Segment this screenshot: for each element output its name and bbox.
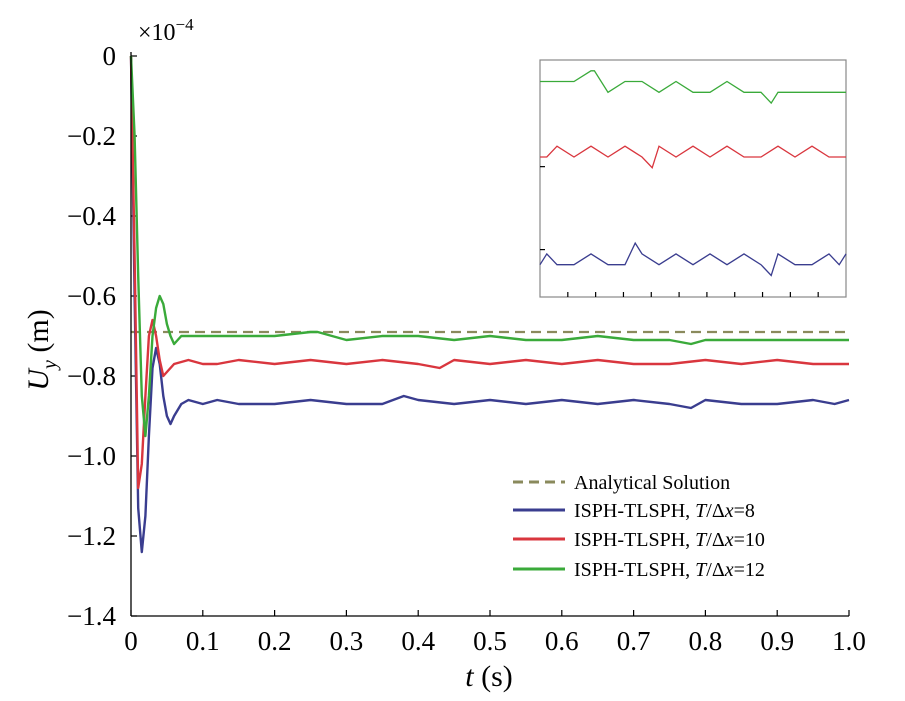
legend-label-2: ISPH-TLSPH, T/Δx=10 (574, 529, 765, 551)
y-tick-label: −0.4 (67, 201, 116, 231)
y-multiplier-label: ×10−4 (138, 15, 194, 46)
inset-series-line-2 (540, 145, 846, 169)
x-tick-label: 1.0 (832, 626, 866, 656)
x-tick-label: 0.7 (617, 626, 651, 656)
legend-label-1: ISPH-TLSPH, T/Δx=8 (574, 500, 755, 522)
inset-series-line-3 (540, 70, 846, 105)
x-tick-label: 0.8 (689, 626, 723, 656)
y-tick-label: 0 (103, 41, 117, 71)
data-series (129, 55, 850, 554)
inset-zoom-panel (539, 59, 847, 298)
inset-series-line-1 (539, 241, 847, 277)
series-line-2 (129, 55, 849, 490)
y-tick-label: −0.6 (67, 281, 116, 311)
x-tick-label: 0.5 (473, 626, 507, 656)
x-tick-label: 0.9 (760, 626, 794, 656)
y-tick-label: −0.8 (67, 361, 116, 391)
x-tick-label: 0.2 (258, 626, 292, 656)
x-tick-label: 0.1 (186, 626, 220, 656)
series-line-3 (129, 55, 849, 438)
x-tick-label: 0 (124, 626, 138, 656)
x-tick-label: 0.3 (330, 626, 364, 656)
y-tick-label: −1.0 (67, 441, 116, 471)
inset-series (539, 70, 847, 277)
y-tick-label: −1.2 (67, 521, 116, 551)
legend: Analytical Solution ISPH-TLSPH, T/Δx=8 ISP… (513, 472, 765, 581)
inset-frame (539, 59, 847, 298)
y-tick-label: −1.4 (67, 601, 116, 631)
y-axis-title: Uy (m) (22, 309, 61, 390)
x-tick-label: 0.4 (401, 626, 435, 656)
y-tick-label: −0.2 (67, 121, 116, 151)
inset-ticks (540, 166, 819, 297)
axis-ticks: 0 0.1 0.2 0.3 0.4 0.5 0.6 0.7 0.8 0.9 1.0 0 −0.2 −0.4… (67, 41, 866, 656)
legend-label-3: ISPH-TLSPH, T/Δx=12 (574, 559, 765, 581)
x-tick-label: 0.6 (545, 626, 579, 656)
x-axis-title: t (s) (465, 660, 513, 693)
series-line-1 (129, 55, 850, 554)
legend-label-0: Analytical Solution (574, 472, 730, 494)
